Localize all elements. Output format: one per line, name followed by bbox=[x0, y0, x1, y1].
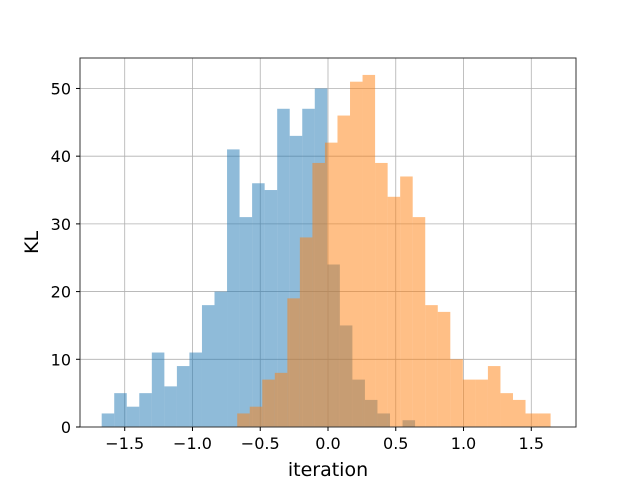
histogram-bar-series-1 bbox=[164, 386, 177, 427]
histogram-bar-series-1 bbox=[151, 352, 165, 427]
y-tick-label: 20 bbox=[51, 283, 71, 302]
histogram-bar-series-2 bbox=[387, 196, 401, 427]
histogram-bar-series-2 bbox=[237, 413, 250, 427]
y-axis-ticks: 0 10 20 30 40 50 bbox=[51, 79, 80, 437]
histogram-bar-series-2 bbox=[425, 305, 438, 427]
y-tick-label: 50 bbox=[51, 79, 71, 98]
histogram-bar-series-1 bbox=[227, 149, 240, 427]
histogram-bar-series-1 bbox=[126, 406, 140, 427]
x-axis-ticks: −1.5 −1.0 −0.5 0.0 0.5 1.0 1.5 bbox=[105, 427, 544, 453]
x-tick-label: 1.5 bbox=[519, 434, 544, 453]
histogram-bar-series-2 bbox=[500, 393, 513, 427]
histogram-bar-series-2 bbox=[450, 359, 463, 427]
histogram-bar-series-2 bbox=[475, 379, 488, 427]
histogram-bar-series-1 bbox=[201, 305, 215, 427]
histogram-bar-series-2 bbox=[462, 379, 476, 427]
histogram-bar-series-2 bbox=[487, 366, 501, 427]
histogram-bar-series-2 bbox=[249, 406, 263, 427]
histogram-bar-series-2 bbox=[312, 162, 325, 428]
y-tick-label: 30 bbox=[51, 215, 71, 234]
histogram-bar-series-2 bbox=[512, 399, 526, 427]
histogram-bar-series-1 bbox=[239, 217, 253, 427]
histogram-bar-series-2 bbox=[337, 115, 351, 427]
x-tick-label: 1.0 bbox=[451, 434, 476, 453]
x-tick-label: −1.0 bbox=[173, 434, 212, 453]
x-tick-label: 0.5 bbox=[383, 434, 408, 453]
histogram-bar-series-2 bbox=[437, 311, 451, 427]
y-tick-label: 10 bbox=[51, 350, 71, 369]
histogram-bar-series-2 bbox=[375, 162, 388, 428]
y-axis-label: KL bbox=[21, 231, 43, 254]
histogram-bar-series-1 bbox=[101, 413, 115, 427]
histogram-bar-series-1 bbox=[114, 393, 127, 427]
y-tick-label: 0 bbox=[61, 418, 71, 437]
histogram-bar-series-2 bbox=[538, 413, 551, 427]
histogram-bar-series-1 bbox=[189, 352, 202, 427]
histogram-bar-series-1 bbox=[139, 393, 152, 427]
histogram-bar-series-2 bbox=[287, 298, 300, 427]
histogram-bar-series-2 bbox=[299, 237, 313, 427]
histogram-bar-series-2 bbox=[412, 217, 426, 427]
histogram-bar-series-1 bbox=[214, 291, 228, 427]
histogram-bar-series-2 bbox=[324, 142, 338, 427]
x-tick-label: 0.0 bbox=[315, 434, 340, 453]
histogram-bar-series-2 bbox=[362, 74, 376, 427]
histogram-bar-series-1 bbox=[176, 366, 190, 427]
x-tick-label: −1.5 bbox=[105, 434, 144, 453]
histogram-bar-series-1 bbox=[277, 108, 290, 427]
histogram-bar-series-2 bbox=[400, 176, 413, 427]
y-tick-label: 40 bbox=[51, 147, 71, 166]
histogram-bar-series-2 bbox=[525, 413, 539, 427]
histogram-bar-series-1 bbox=[264, 190, 278, 427]
x-axis-label: iteration bbox=[288, 459, 368, 480]
histogram-bar-series-2 bbox=[274, 372, 288, 427]
histogram-bars bbox=[101, 74, 551, 428]
histogram-bar-series-2 bbox=[350, 81, 363, 427]
histogram-bar-series-2 bbox=[262, 379, 275, 427]
x-tick-label: −0.5 bbox=[241, 434, 280, 453]
histogram-bar-series-1 bbox=[252, 183, 265, 427]
